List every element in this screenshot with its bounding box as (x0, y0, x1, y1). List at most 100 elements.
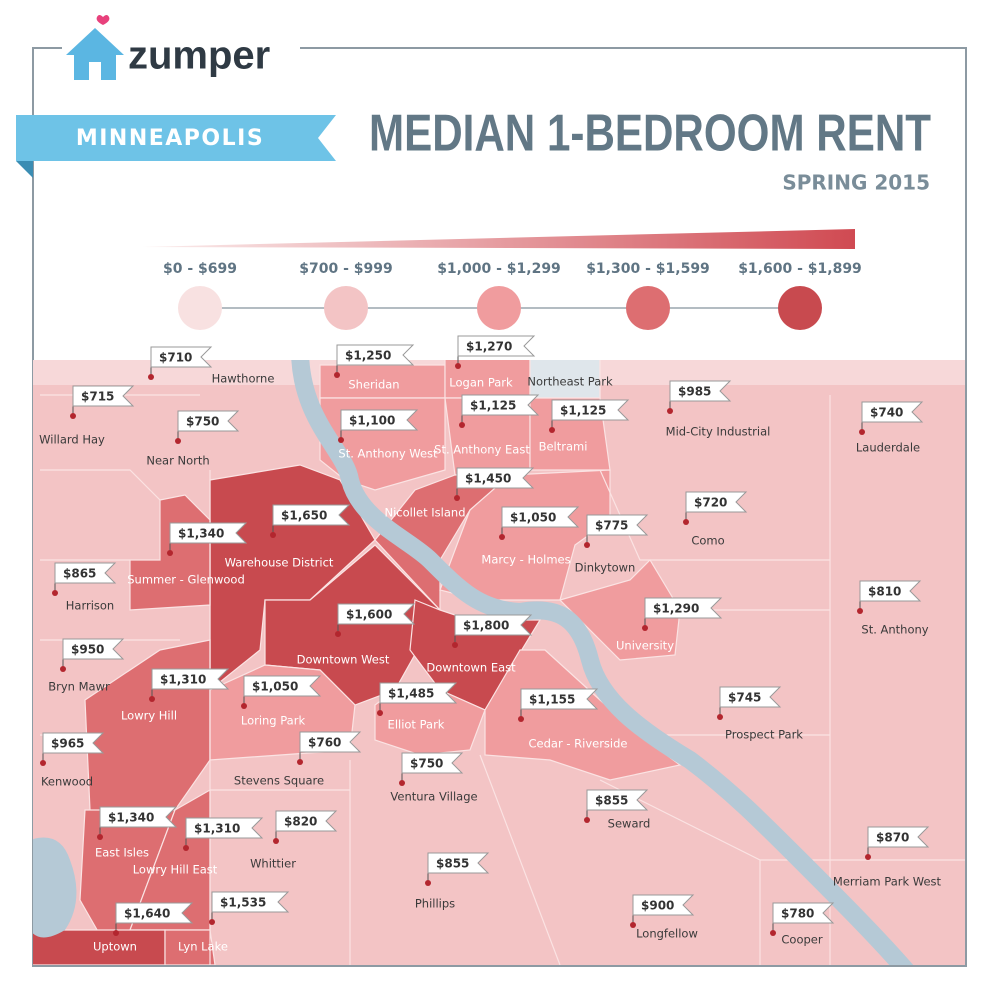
neighborhood-name: St. Anthony East (434, 443, 530, 457)
dot (270, 532, 276, 538)
neighborhood-name: Stevens Square (234, 774, 324, 788)
flag (457, 335, 536, 357)
dot (683, 519, 689, 525)
dot (518, 716, 524, 722)
rent: $865 (63, 567, 96, 581)
flag (456, 467, 535, 489)
rent: $1,650 (281, 509, 327, 523)
legend-swatch (178, 286, 222, 330)
flag (336, 344, 415, 366)
logo: zumper (66, 15, 270, 80)
legend-swatch (626, 286, 670, 330)
legend: $0 - $699 $700 - $999 $1,000 - $1,299 $1,30… (163, 261, 862, 330)
rent: $1,600 (346, 608, 392, 622)
neighborhood-name: Beltrami (539, 440, 588, 454)
neighborhood-name: Loring Park (241, 714, 306, 728)
title: MEDIAN 1-BEDROOM RENT (369, 105, 931, 163)
flag (72, 385, 135, 407)
rent: $900 (641, 899, 674, 913)
flag (401, 752, 464, 774)
dot (60, 666, 66, 672)
neighborhood-name: Lauderdale (856, 441, 920, 455)
neighborhood-name: Cooper (781, 933, 822, 947)
rent: $740 (870, 406, 903, 420)
rent: $1,125 (560, 404, 606, 418)
neighborhood-name: Near North (146, 454, 209, 468)
dot (717, 714, 723, 720)
neighborhood-name: Mid-City Industrial (666, 425, 771, 439)
brand: zumper (128, 34, 270, 78)
flag (867, 826, 930, 848)
ribbon-fold (16, 161, 33, 178)
rent: $1,250 (345, 349, 391, 363)
flag (719, 686, 782, 708)
dot (865, 854, 871, 860)
rent: $965 (51, 737, 84, 751)
neighborhood-name: Whittier (250, 857, 296, 871)
dot (452, 642, 458, 648)
legend-swatch (324, 286, 368, 330)
flag (211, 891, 290, 913)
legend-swatch (477, 286, 521, 330)
dot (97, 834, 103, 840)
dot (425, 880, 431, 886)
flag (99, 806, 178, 828)
dot (667, 408, 673, 414)
city: MINNEAPOLIS (76, 126, 264, 151)
neighborhood-name: Logan Park (449, 376, 513, 390)
neighborhood-name: Lowry Hill East (133, 863, 218, 877)
dot (630, 922, 636, 928)
rent: $750 (186, 415, 219, 429)
neighborhood-name: Warehouse District (225, 556, 334, 570)
dot (584, 542, 590, 548)
rent: $715 (81, 390, 114, 404)
flag (275, 810, 338, 832)
legend-label: $1,600 - $1,899 (738, 261, 862, 277)
rent: $1,535 (220, 896, 266, 910)
neighborhood-name: Downtown West (297, 653, 390, 667)
rent: $775 (595, 519, 628, 533)
dot (584, 817, 590, 823)
rent: $820 (284, 815, 317, 829)
legend-label: $0 - $699 (163, 261, 237, 277)
neighborhood-name: Nicollet Island (385, 506, 466, 520)
rent: $1,270 (466, 340, 512, 354)
flag (586, 514, 649, 536)
legend-label: $700 - $999 (299, 261, 393, 277)
rent: $720 (694, 496, 727, 510)
region (558, 559, 681, 661)
rent: $1,450 (465, 472, 511, 486)
dot (549, 427, 555, 433)
flag (151, 668, 230, 690)
neighborhood-name: Hawthorne (212, 372, 275, 386)
legend-swatch (778, 286, 822, 330)
rent: $710 (159, 351, 192, 365)
flag (243, 675, 322, 697)
rent: $780 (781, 907, 814, 921)
ribbon (16, 115, 336, 161)
flag (461, 394, 540, 416)
neighborhood-name: Lyn Lake (178, 940, 228, 954)
rent: $1,050 (252, 680, 298, 694)
flag (859, 580, 922, 602)
flag (427, 852, 490, 874)
dot (335, 631, 341, 637)
neighborhood-name: St. Anthony West (338, 447, 438, 461)
neighborhood-name: Downtown East (426, 661, 516, 675)
neighborhood-name: Phillips (415, 897, 455, 911)
flag (454, 614, 533, 636)
neighborhood-name: Kenwood (41, 775, 93, 789)
neighborhood-name: Longfellow (636, 927, 698, 941)
legend-label: $1,300 - $1,599 (586, 261, 710, 277)
flag (586, 789, 649, 811)
dot (175, 438, 181, 444)
dot (859, 429, 865, 435)
neighborhood-name: Ventura Village (390, 790, 477, 804)
flag (337, 603, 416, 625)
lake (33, 837, 77, 938)
rent: $1,800 (463, 619, 509, 633)
rent: $760 (308, 736, 341, 750)
river (291, 360, 914, 965)
neighborhood-name: Marcy - Holmes (481, 553, 570, 567)
region (164, 929, 216, 965)
